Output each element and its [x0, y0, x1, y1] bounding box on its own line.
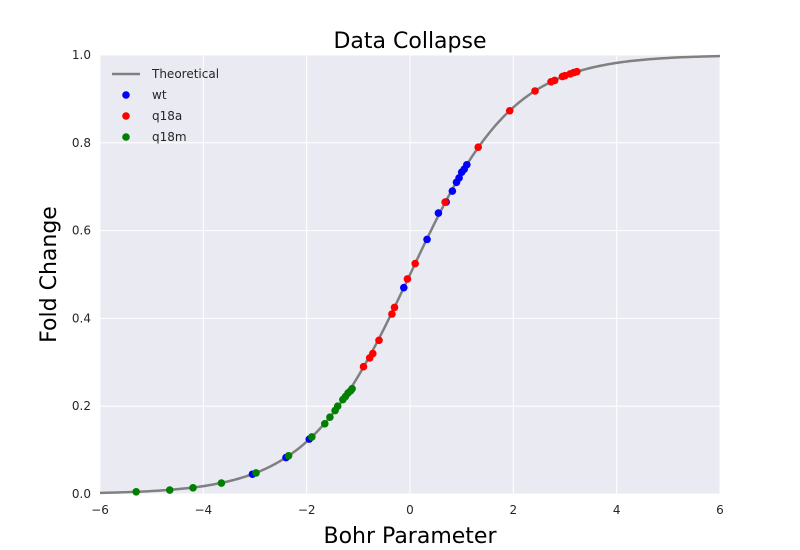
data-point-q18a [573, 67, 581, 76]
theoretical-curve [99, 54, 721, 495]
legend-marker-wt [122, 91, 130, 99]
data-point-q18m [189, 484, 197, 492]
data-point-q18a [531, 87, 539, 95]
y-tick-label: 1.0 [72, 48, 91, 62]
grid [99, 54, 721, 495]
data-point-q18a [390, 303, 399, 312]
y-tick-label: 0.4 [72, 311, 91, 325]
legend-label-q18a: q18a [152, 109, 182, 123]
data-point-q18m [333, 402, 342, 411]
data-point-q18m [132, 488, 140, 496]
x-tick-label: −4 [194, 503, 212, 517]
tick-labels: −6 −4 −2 0 2 4 6 0.0 0.2 0.4 0.6 0.8 1.0 [72, 48, 724, 517]
data-point-q18m [284, 452, 293, 460]
x-tick-label: 2 [510, 503, 518, 517]
data-point-wt [400, 283, 408, 292]
legend-label-theoretical: Theoretical [151, 67, 219, 81]
data-point-q18m [252, 469, 260, 477]
y-tick-label: 0.6 [72, 224, 91, 238]
data-point-q18a [441, 198, 449, 206]
x-axis-title: Bohr Parameter [324, 524, 498, 549]
data-point-q18m [320, 419, 329, 428]
data-point-q18a [550, 76, 559, 85]
legend-marker-q18a [122, 112, 130, 120]
legend-label-q18m: q18m [152, 130, 187, 144]
data-point-wt [423, 235, 431, 244]
data-point-q18a [375, 336, 383, 345]
legend-marker-q18m [122, 133, 130, 141]
data-point-q18a [388, 310, 396, 318]
data-point-q18a [411, 259, 419, 268]
data-point-q18a [359, 362, 368, 371]
x-tick-label: 6 [716, 503, 724, 517]
data-point-wt [463, 160, 471, 169]
data-point-q18m [217, 479, 226, 487]
data-point-q18a [369, 349, 377, 358]
y-tick-label: 0.8 [72, 136, 91, 150]
data-point-wt [448, 187, 457, 195]
y-axis-title: Fold Change [37, 206, 62, 343]
scatter-points-layer [132, 67, 581, 496]
y-tick-label: 0.2 [72, 399, 91, 413]
data-point-wt [434, 209, 443, 217]
x-tick-label: −2 [298, 503, 316, 517]
data-point-wt [455, 174, 463, 182]
data-point-q18m [348, 384, 356, 393]
data-point-q18m [326, 413, 334, 421]
data-point-q18m [165, 486, 174, 494]
data-point-q18a [505, 106, 514, 115]
x-tick-label: −6 [91, 503, 109, 517]
data-point-q18a [474, 143, 483, 151]
data-point-q18m [308, 433, 316, 441]
chart-title: Data Collapse [333, 29, 486, 54]
theoretical-curve-layer [99, 54, 721, 495]
x-tick-label: 4 [613, 503, 621, 517]
data-point-q18a [403, 275, 412, 283]
legend: Theoretical wt q18a q18m [112, 67, 219, 144]
y-tick-label: 0.0 [72, 487, 91, 501]
x-tick-label: 0 [406, 503, 414, 517]
legend-label-wt: wt [152, 88, 167, 102]
